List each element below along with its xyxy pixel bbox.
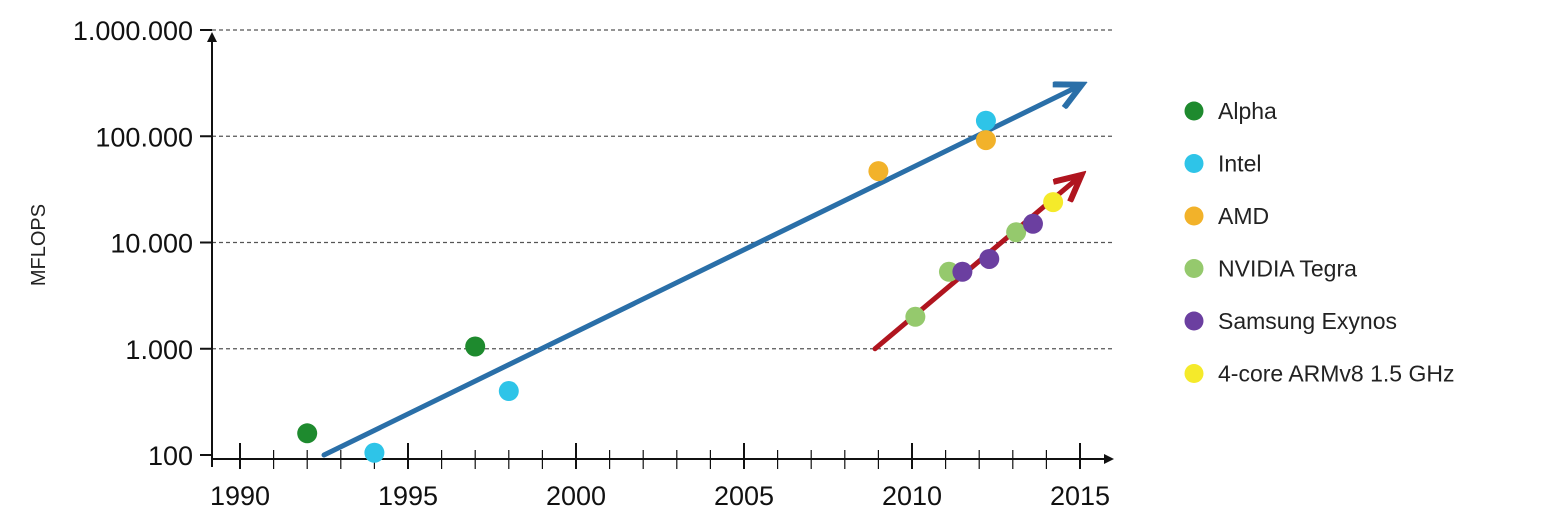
legend-label: NVIDIA Tegra xyxy=(1218,256,1357,282)
y-tick-label: 100 xyxy=(148,441,193,471)
legend-marker xyxy=(1184,259,1204,278)
legend-label: Samsung Exynos xyxy=(1218,308,1397,334)
legend: Alpha Intel AMD NVIDIA Tegra Samsung Exynos 4… xyxy=(1184,98,1454,387)
data-point xyxy=(1022,213,1043,234)
legend-marker xyxy=(1184,206,1204,226)
legend-label: AMD xyxy=(1218,203,1269,229)
legend-marker xyxy=(1184,154,1204,173)
legend-label: Alpha xyxy=(1218,98,1277,124)
tick-labels: 1990 1995 2000 2005 2010 2015 100 1.000 10.000 10… xyxy=(73,16,1110,511)
legend-marker xyxy=(1184,101,1204,121)
data-point xyxy=(297,423,318,444)
data-point xyxy=(975,110,996,131)
x-tick-label: 1990 xyxy=(210,481,270,511)
data-point xyxy=(465,336,486,357)
data-point xyxy=(364,442,385,463)
x-tick-label: 2005 xyxy=(714,481,774,511)
data-point xyxy=(868,161,889,182)
legend-label: Intel xyxy=(1218,151,1261,177)
y-tick-label: 1.000.000 xyxy=(73,16,193,46)
data-point xyxy=(1006,222,1027,243)
y-axis-label: MFLOPS xyxy=(28,204,50,286)
data-point xyxy=(498,381,519,402)
x-tick-label: 1995 xyxy=(378,481,438,511)
data-points xyxy=(297,110,1064,463)
data-point xyxy=(905,306,926,327)
trend-arrow xyxy=(321,86,1080,458)
axes xyxy=(200,29,1114,469)
y-tick-label: 1.000 xyxy=(125,335,193,365)
y-tick-label: 100.000 xyxy=(95,122,193,152)
data-point xyxy=(979,248,1000,269)
data-point xyxy=(975,130,996,151)
legend-label: 4-core ARMv8 1.5 GHz xyxy=(1218,361,1454,387)
y-tick-label: 10.000 xyxy=(110,229,193,259)
x-tick-label: 2015 xyxy=(1050,481,1110,511)
legend-marker xyxy=(1184,364,1204,383)
x-tick-label: 2000 xyxy=(546,481,606,511)
legend-marker xyxy=(1184,311,1204,331)
data-point xyxy=(1043,192,1064,213)
x-tick-label: 2010 xyxy=(882,481,942,511)
grid-lines xyxy=(212,29,1115,350)
data-point xyxy=(952,261,973,282)
